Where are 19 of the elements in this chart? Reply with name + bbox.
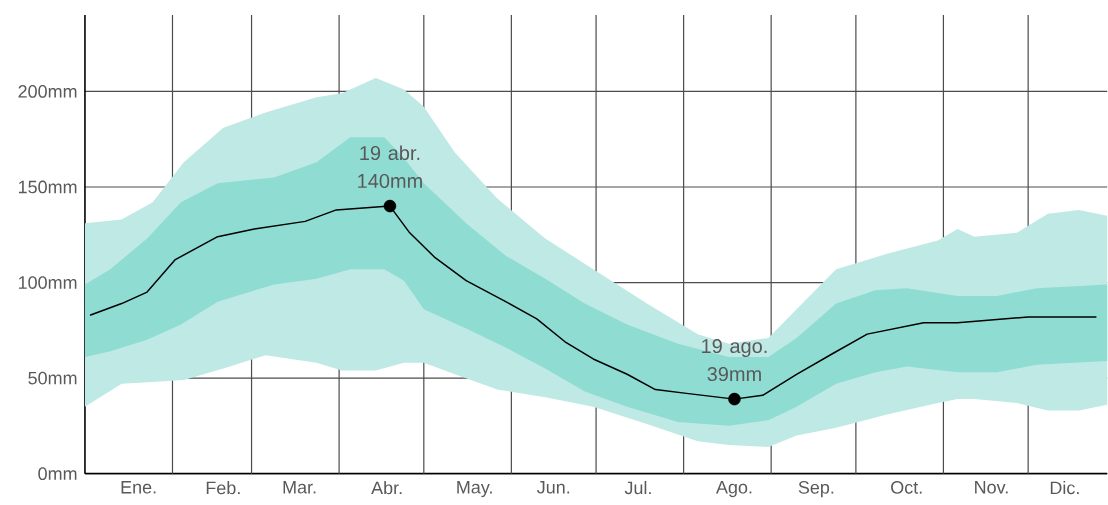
x-tick-label: Mar. [283,481,316,494]
x-tick-label: Jul. [624,481,651,495]
x-tick-label: Feb. [206,481,240,495]
x-tick-label: Sep. [798,481,834,498]
x-tick-label: Jun. [536,481,570,494]
y-tick-label: 100mm [18,276,77,290]
x-tick-label: Dic. [1050,481,1079,495]
x-tick-label: Abr. [371,481,402,495]
annotation: 19 ago. 39mm [702,339,767,382]
x-tick-label: Nov. [975,481,1008,494]
x-tick-label: Ene. [121,481,156,494]
y-tick-label: 150mm [18,180,77,194]
x-tick-label: May. [457,481,492,498]
annotation: 19 abr. 140mm [358,145,422,189]
y-tick-label: 50mm [28,371,77,385]
x-tick-label: Oct. [891,481,922,494]
y-tick-label: 200mm [18,85,77,98]
x-tick-label: Ago. [715,481,752,498]
y-tick-label: 0mm [38,467,77,481]
